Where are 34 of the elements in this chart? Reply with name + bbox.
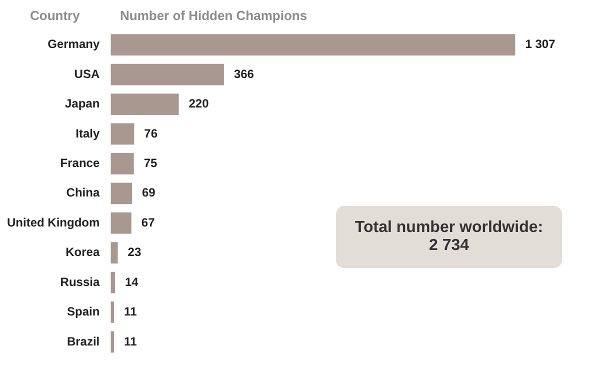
bar — [110, 242, 118, 264]
y-tick-label: France — [60, 156, 100, 170]
data-label: 69 — [142, 186, 156, 200]
y-tick-label: Germany — [48, 37, 100, 52]
chart-title: Number of Hidden Champions — [120, 8, 308, 23]
bar — [110, 182, 132, 204]
data-label: 220 — [188, 96, 210, 111]
y-tick-label: Spain — [66, 304, 100, 319]
y-tick-label: China — [66, 186, 100, 200]
y-tick-label: Russia — [60, 274, 100, 289]
data-label: 67 — [141, 215, 156, 230]
data-label: 14 — [124, 274, 139, 289]
data-label: 11 — [124, 334, 138, 348]
bar — [110, 272, 115, 294]
bar — [110, 152, 134, 174]
y-tick-label: Japan — [64, 96, 100, 111]
data-label: 1 307 — [525, 37, 556, 52]
data-label: 11 — [124, 304, 138, 319]
y-tick-label: United Kingdom — [7, 215, 100, 230]
y-tick-label: Brazil — [66, 334, 100, 348]
bar — [110, 94, 179, 115]
annotation: Total number worldwide: 2 734 — [336, 206, 562, 268]
y-tick-label: Italy — [76, 126, 100, 140]
bar — [110, 212, 132, 234]
data-label: 23 — [128, 245, 142, 260]
y-tick-label: USA — [74, 66, 100, 81]
y-tick-label: Korea — [66, 245, 100, 260]
bar — [110, 34, 516, 56]
y-axis-title: Country — [30, 8, 80, 23]
data-label: 76 — [144, 126, 158, 140]
data-label: 366 — [234, 66, 254, 81]
bar — [110, 123, 134, 145]
bar — [110, 64, 224, 86]
data-label: 75 — [144, 156, 158, 170]
